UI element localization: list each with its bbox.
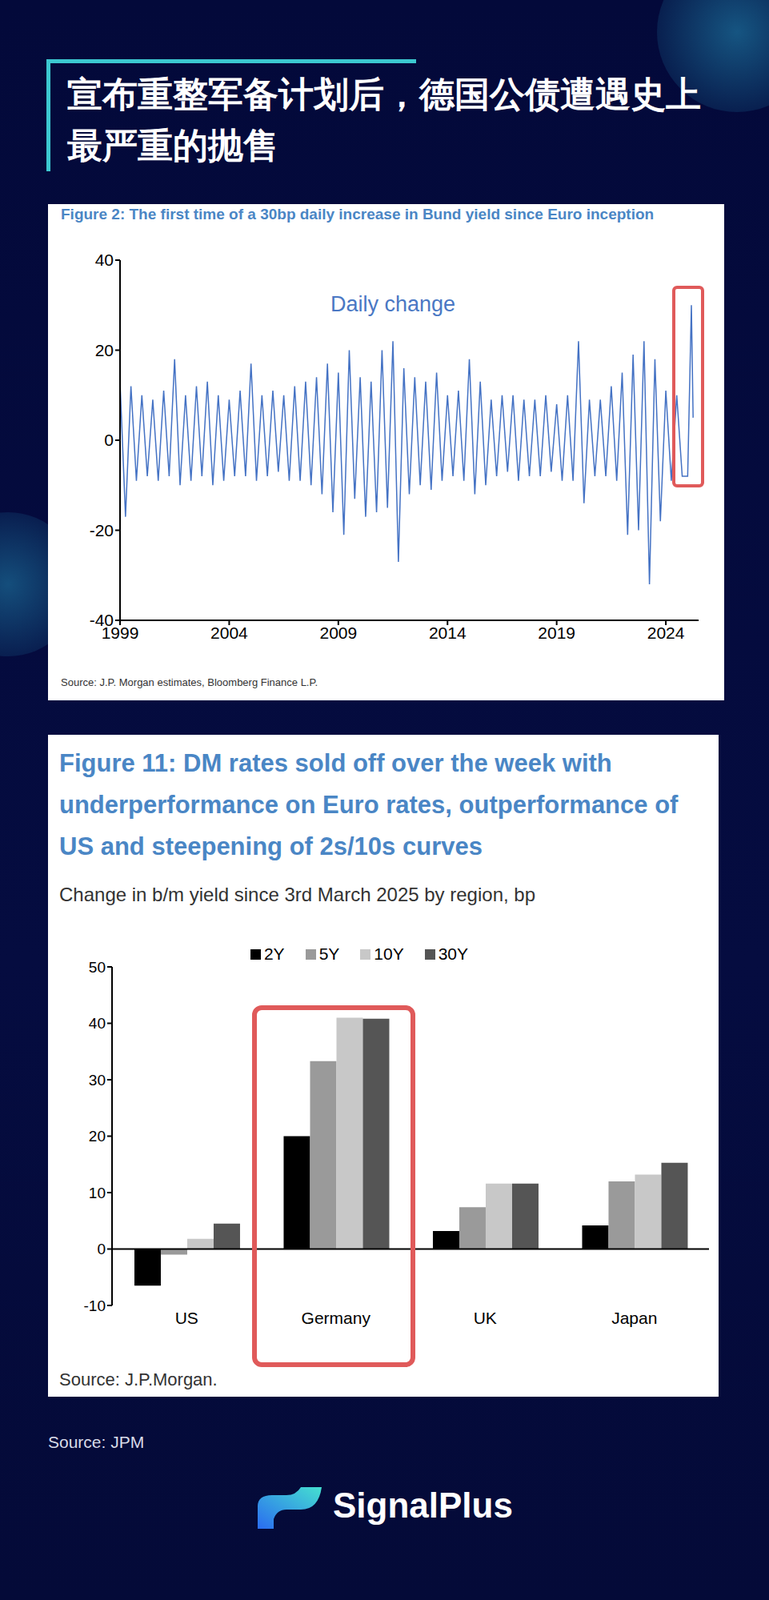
svg-text:2014: 2014	[428, 623, 467, 642]
svg-text:0: 0	[104, 430, 114, 449]
html-text:SignalPlus: SignalPlus	[332, 1485, 513, 1525]
svg-text:20: 20	[88, 1127, 106, 1145]
svg-text:50: 50	[88, 958, 106, 976]
html-text:10Y: 10Y	[373, 944, 404, 963]
svg-text:10: 10	[88, 1184, 106, 1202]
html-text:Source: J.P. Morgan estimates,: Source: J.P. Morgan estimates, Bloomberg…	[60, 676, 318, 689]
svg-text:30: 30	[88, 1071, 106, 1089]
svg-text:2004: 2004	[210, 623, 249, 642]
svg-text:2009: 2009	[319, 623, 357, 642]
svg-text:2024: 2024	[647, 623, 685, 642]
html-text:宣布重整军备计划后，德国公债遭遇史上最严重的抛售: 宣布重整军备计划后，德国公债遭遇史上最严重的抛售	[67, 73, 701, 166]
svg-text:2019: 2019	[537, 623, 576, 642]
html-text:Source: JPM: Source: JPM	[48, 1432, 145, 1451]
svg-text:US: US	[175, 1308, 199, 1327]
svg-text:40: 40	[88, 1014, 106, 1032]
html-text:Daily change: Daily change	[330, 292, 456, 317]
svg-text:UK: UK	[473, 1308, 497, 1327]
svg-text:40: 40	[95, 250, 114, 269]
svg-text:1999: 1999	[101, 623, 139, 642]
svg-text:0: 0	[96, 1240, 106, 1258]
html-text:Change in b/m yield since 3rd: Change in b/m yield since 3rd March 2025…	[59, 883, 536, 906]
html-text:30Y: 30Y	[438, 944, 469, 963]
html-text:Figure 11: DM rates sold off o: Figure 11: DM rates sold off over the we…	[59, 748, 679, 861]
html-text:5Y: 5Y	[318, 944, 340, 963]
svg-text:Japan: Japan	[611, 1308, 657, 1327]
svg-text:Germany: Germany	[301, 1308, 372, 1327]
svg-text:-20: -20	[89, 520, 114, 540]
html-text:Figure 2: The first time of a: Figure 2: The first time of a 30bp daily…	[60, 205, 654, 223]
svg-text:-40: -40	[89, 610, 114, 629]
svg-text:-10: -10	[84, 1297, 106, 1314]
html-text:Source: J.P.Morgan.: Source: J.P.Morgan.	[59, 1369, 218, 1390]
html-text:2Y: 2Y	[263, 944, 285, 963]
svg-text:20: 20	[95, 340, 114, 360]
